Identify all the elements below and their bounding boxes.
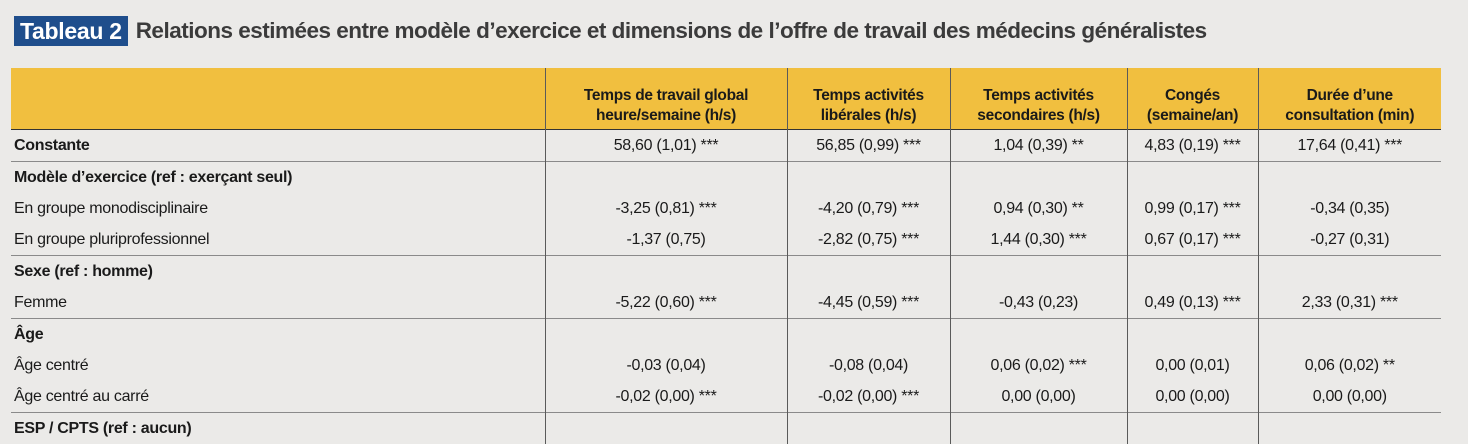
row-label: Sexe (ref : homme) [11,256,545,288]
row-label: Modèle d’exercice (ref : exerçant seul) [11,162,545,194]
table-cell [545,413,787,444]
table-cell [545,256,787,288]
row-label: En groupe monodisciplinaire [11,193,545,224]
table-cell: 0,99 (0,17) *** [1127,193,1258,224]
table-cell: 56,85 (0,99) *** [787,130,950,162]
table-cell: 1,04 (0,39) ** [950,130,1127,162]
table-cell: 2,33 (0,31) *** [1258,287,1441,319]
table-cell [1258,162,1441,194]
table-cell: -3,25 (0,81) *** [545,193,787,224]
table-cell [545,162,787,194]
row-label: Âge [11,319,545,351]
table-cell: -0,43 (0,23) [950,287,1127,319]
table-row: Âge centré au carré-0,02 (0,00) ***-0,02… [11,381,1441,413]
row-label: Constante [11,130,545,162]
table-cell [1127,256,1258,288]
table-cell: -5,22 (0,60) *** [545,287,787,319]
table-group-row: Modèle d’exercice (ref : exerçant seul) [11,162,1441,194]
table-cell: 0,49 (0,13) *** [1127,287,1258,319]
table-cell [950,413,1127,444]
table-row: Âge centré-0,03 (0,04)-0,08 (0,04)0,06 (… [11,350,1441,381]
row-label: Femme [11,287,545,319]
table-cell: -0,02 (0,00) *** [787,381,950,413]
table-cell [950,162,1127,194]
table-cell: -0,08 (0,04) [787,350,950,381]
table-group-row: Sexe (ref : homme) [11,256,1441,288]
table-header: Temps de travail global heure/semaine (h… [11,68,1441,130]
column-header: Durée d’une consultation (min) [1258,68,1441,130]
table-cell [950,319,1127,351]
table-cell [787,256,950,288]
table-cell [1127,162,1258,194]
table-cell [1258,256,1441,288]
table-cell: -0,34 (0,35) [1258,193,1441,224]
table-row: En groupe pluriprofessionnel-1,37 (0,75)… [11,224,1441,256]
regression-table: Temps de travail global heure/semaine (h… [11,68,1441,444]
row-label: Âge centré au carré [11,381,545,413]
table-group-row: Âge [11,319,1441,351]
table-cell: 1,44 (0,30) *** [950,224,1127,256]
table-row: En groupe monodisciplinaire-3,25 (0,81) … [11,193,1441,224]
table-cell [1127,413,1258,444]
table-cell [545,319,787,351]
table-cell [787,413,950,444]
table-row: Femme-5,22 (0,60) ***-4,45 (0,59) ***-0,… [11,287,1441,319]
table-cell: 0,94 (0,30) ** [950,193,1127,224]
row-label: Âge centré [11,350,545,381]
table-group-row: ESP / CPTS (ref : aucun) [11,413,1441,444]
table-cell: 17,64 (0,41) *** [1258,130,1441,162]
table-cell: 0,06 (0,02) *** [950,350,1127,381]
table-cell [787,319,950,351]
row-label: ESP / CPTS (ref : aucun) [11,413,545,444]
header-stub [11,68,545,130]
table-cell: 0,00 (0,00) [950,381,1127,413]
table-cell: -2,82 (0,75) *** [787,224,950,256]
table-caption: Relations estimées entre modèle d’exerci… [136,18,1207,44]
table-cell: 0,67 (0,17) *** [1127,224,1258,256]
column-header: Temps de travail global heure/semaine (h… [545,68,787,130]
table-cell: -4,20 (0,79) *** [787,193,950,224]
column-header: Congés (semaine/an) [1127,68,1258,130]
table-cell: 58,60 (1,01) *** [545,130,787,162]
header-row: Temps de travail global heure/semaine (h… [11,68,1441,130]
table-cell: -0,27 (0,31) [1258,224,1441,256]
row-label: En groupe pluriprofessionnel [11,224,545,256]
table-cell: 0,00 (0,00) [1258,381,1441,413]
table-cell [1127,319,1258,351]
table-cell: 0,06 (0,02) ** [1258,350,1441,381]
table-cell [787,162,950,194]
table-cell [1258,413,1441,444]
table-title: Tableau 2 Relations estimées entre modèl… [14,16,1207,46]
table-cell: -1,37 (0,75) [545,224,787,256]
table-cell [1258,319,1441,351]
table-cell: 0,00 (0,00) [1127,381,1258,413]
table-cell: -0,03 (0,04) [545,350,787,381]
column-header: Temps activités secondaires (h/s) [950,68,1127,130]
table-cell: -4,45 (0,59) *** [787,287,950,319]
table-number-badge: Tableau 2 [14,16,128,46]
table-cell [950,256,1127,288]
table-cell: 4,83 (0,19) *** [1127,130,1258,162]
table-cell: 0,00 (0,01) [1127,350,1258,381]
column-header: Temps activités libérales (h/s) [787,68,950,130]
table-cell: -0,02 (0,00) *** [545,381,787,413]
